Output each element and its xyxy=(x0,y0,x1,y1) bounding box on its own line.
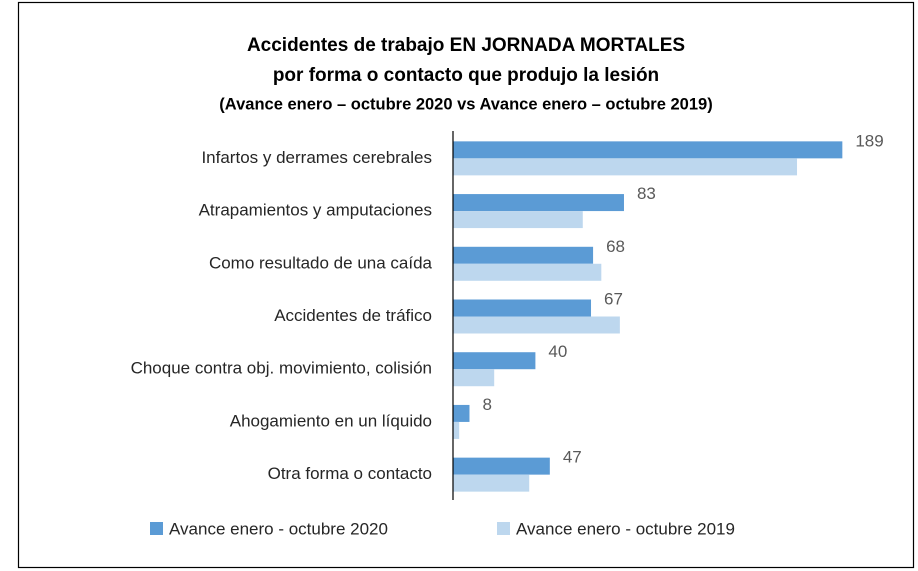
data-label: 189 xyxy=(855,131,883,150)
bar xyxy=(453,194,624,212)
bar xyxy=(453,457,550,475)
bar xyxy=(453,474,530,492)
bar xyxy=(453,369,495,387)
bar xyxy=(453,352,536,370)
legend-swatch xyxy=(150,522,163,535)
y-tick-label: Atrapamientos y amputaciones xyxy=(199,201,432,220)
data-label: 40 xyxy=(548,342,567,361)
data-label: 83 xyxy=(637,184,656,203)
chart-title: por forma o contacto que produjo la lesi… xyxy=(273,65,659,86)
y-tick-label: Choque contra obj. movimiento, colisión xyxy=(131,359,432,378)
bar xyxy=(453,211,583,229)
y-tick-label: Accidentes de tráfico xyxy=(274,306,432,325)
data-label: 47 xyxy=(563,448,582,467)
y-tick-label: Infartos y derrames cerebrales xyxy=(201,148,432,167)
y-tick-label: Otra forma o contacto xyxy=(268,464,432,483)
legend-label: Avance enero - octubre 2019 xyxy=(516,519,735,538)
data-label: 68 xyxy=(606,237,625,256)
chart-title: Accidentes de trabajo EN JORNADA MORTALE… xyxy=(247,35,685,56)
bar xyxy=(453,299,592,317)
legend-label: Avance enero - octubre 2020 xyxy=(169,519,388,538)
legend-swatch xyxy=(497,522,510,535)
bar xyxy=(453,404,470,422)
bar xyxy=(453,246,594,264)
bar xyxy=(453,421,460,439)
bar xyxy=(453,141,843,159)
chart-subtitle: (Avance enero – octubre 2020 vs Avance e… xyxy=(219,95,712,113)
y-tick-label: Ahogamiento en un líquido xyxy=(230,411,432,430)
y-tick-label: Como resultado de una caída xyxy=(209,253,433,272)
data-label: 8 xyxy=(482,395,491,414)
bar xyxy=(453,316,620,334)
bar xyxy=(453,158,798,176)
bar xyxy=(453,263,602,281)
data-label: 67 xyxy=(604,289,623,308)
